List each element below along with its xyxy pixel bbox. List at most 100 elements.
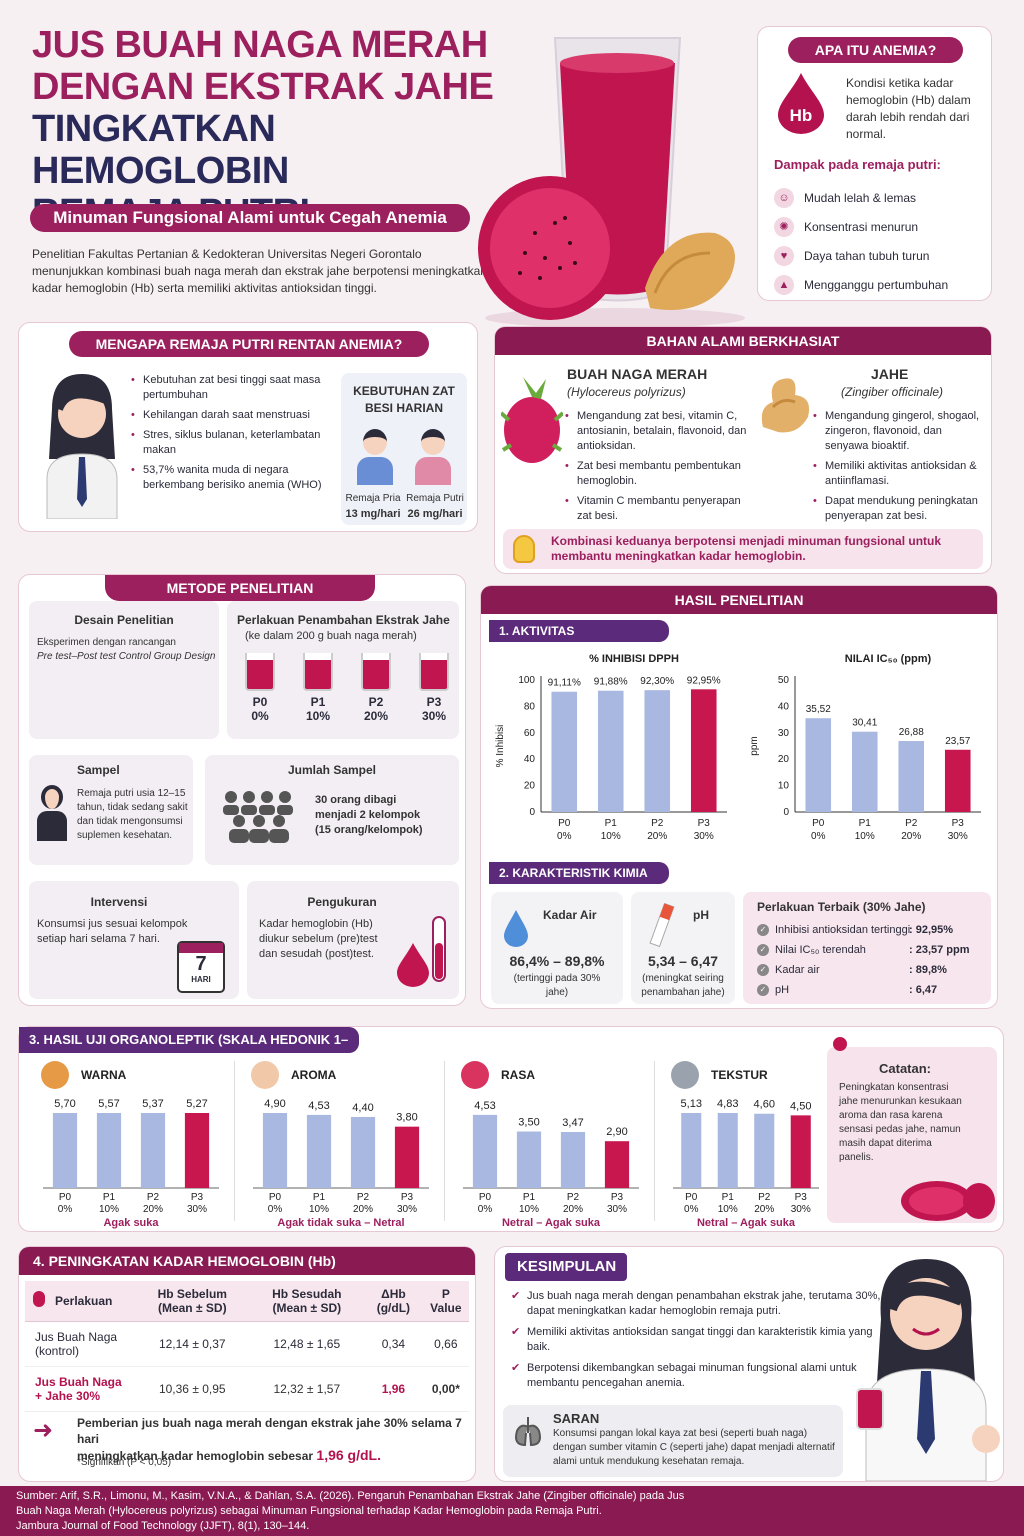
x-tick-label: P0 [479,1192,492,1203]
x-tick-label: 0% [811,831,826,842]
x-tick-label: P2 [147,1192,160,1203]
lightbulb-icon [513,535,535,563]
bar [472,1114,498,1188]
glass-pct: 10% [305,709,331,723]
bar [262,1113,288,1188]
terbaik-key: Kadar air [775,964,820,976]
bar [805,718,832,812]
footer-line-3: Jambura Journal of Food Technology (JJFT… [16,1520,310,1532]
impact-title: Dampak pada remaja putri: [774,157,941,172]
group-people-icon [223,791,293,843]
juice-glass-icon [361,653,391,691]
header-sesudah: Hb Sesudah (Mean ± SD) [249,1281,365,1322]
header-pvalue: P Value [422,1281,469,1322]
chart-title: AROMA [291,1068,337,1082]
ph-strip-icon [649,902,675,948]
jahe-list: Mengandung gingerol, shogaol, zingeron, … [813,409,988,529]
x-tick-label: P1 [859,818,872,829]
impact-item-4: ▲ Mengganggu pertumbuhan [774,270,984,299]
list-item: Zat besi membantu pembentukan hemoglobin… [565,459,750,489]
data-label: 2,90 [606,1126,627,1138]
list-item: Mengandung gingerol, shogaol, zingeron, … [813,409,988,454]
tekstur-chart: TEKSTUR 5,13 P0 0% 4,83 P1 10% 4,60 P2 20% 4,50 P3 3… [659,1055,829,1230]
y-tick-label: 20 [524,781,536,792]
x-tick-label: 20% [901,831,921,842]
blood-drop-icon: Hb [778,73,824,134]
x-tick-label: P1 [722,1192,735,1203]
calendar-label: HARI [191,975,211,984]
rentan-card: MENGAPA REMAJA PUTRI RENTAN ANEMIA? Kebu… [18,322,478,532]
y-axis-label: ppm [749,736,760,755]
warna-chart: WARNA 5,70 P0 0% 5,57 P1 10% 5,37 P2 20% 5,27 P3 30%… [29,1055,229,1230]
brain-icon: ✺ [774,216,794,237]
rentan-list: Kebutuhan zat besi tinggi saat masa pert… [131,373,331,498]
y-axis-label: % Inhibisi [495,725,506,768]
juice-glass-icon [245,653,275,691]
list-item: Vitamin C membantu penyerapan zat besi. [565,494,750,524]
ph-value: 5,34 – 6,47 [647,953,719,969]
x-tick-label: 20% [353,1204,373,1215]
x-tick-label: P1 [605,818,618,829]
water-drop-icon [504,910,528,947]
hasil-card: HASIL PENELITIAN 1. AKTIVITAS ANTIOKSIDA… [480,585,998,1009]
footer-line-1: Sumber: Arif, S.R., Limonu, M., Kasim, V… [16,1490,685,1502]
jumlah-box: Jumlah Sampel 30 orang dibagi menjadi 2 … [205,755,459,865]
hb-title: 4. PENINGKATAN KADAR HEMOGLOBIN (Hb) [19,1247,475,1275]
anemia-title: APA ITU ANEMIA? [788,37,963,63]
x-tick-label: P2 [758,1192,771,1203]
glass-code: P1 [310,695,326,709]
bar [944,749,971,812]
pin-icon [833,1037,847,1051]
terbaik-title: Perlakuan Terbaik (30% Jahe) [757,900,926,914]
sampel-box: Sampel Remaja putri usia 12–15 tahun, ti… [29,755,193,865]
impact-item-2: ✺ Konsentrasi menurun [774,212,984,241]
kadar-air-title: Kadar Air [543,908,597,922]
list-item: Stres, siklus bulanan, keterlambatan mak… [131,428,331,458]
glass-pct: 30% [421,709,447,723]
x-tick-label: P3 [952,818,965,829]
y-tick-label: 40 [524,754,536,765]
footer: Sumber: Arif, S.R., Limonu, M., Kasim, V… [0,1486,1024,1536]
sec2-tab: 2. KARAKTERISTIK KIMIA [489,862,669,884]
bar [717,1113,738,1188]
ginger-icon [761,378,810,433]
bar [350,1116,376,1188]
data-label: 4,53 [474,1100,495,1112]
metode-card: METODE PENELITIAN Desain Penelitian Eksp… [18,574,466,1006]
glass-code: P0 [252,695,268,709]
bar [681,1113,702,1188]
terbaik-box: Perlakuan Terbaik (30% Jahe) ✓ Inhibisi a… [743,892,991,1004]
x-tick-label: P1 [523,1192,536,1203]
naga-list: Mengandung zat besi, vitamin C, antosian… [565,409,750,529]
bar [898,741,925,812]
terbaik-value: : 6,47 [909,984,938,996]
data-label: 4,83 [717,1098,738,1110]
check-circle-icon: ✓ [757,944,769,956]
x-tick-label: 30% [187,1204,207,1215]
glass-p2: P2 20% [351,653,401,735]
terbaik-key: pH [775,984,790,996]
girl-icon [413,429,453,485]
y-tick-label: 0 [529,807,535,818]
organo-icon [251,1061,279,1089]
organo-icon [41,1061,69,1089]
jumlah-text: 30 orang dibagi menjadi 2 kelompok (15 o… [315,794,423,836]
check-circle-icon: ✓ [757,984,769,996]
x-tick-label: P2 [651,818,664,829]
student-girl-icon [35,785,69,841]
bar [690,689,717,812]
x-tick-label: 20% [143,1204,163,1215]
terbaik-item: ✓ Kadar air: 89,8% [757,960,987,980]
bar [140,1113,166,1188]
title-line-1: JUS BUAH NAGA MERAH [32,24,488,66]
list-item: Kehilangan darah saat menstruasi [131,408,331,423]
x-tick-label: 10% [519,1204,539,1215]
check-circle-icon: ✓ [757,964,769,976]
hb-label: Hb [790,106,813,125]
saran-text: Konsumsi pangan lokal kaya zat besi (sep… [553,1428,835,1467]
data-label: 4,53 [308,1100,329,1112]
terbaik-list: ✓ Inhibisi antioksidan tertinggi: 92,95% ✓… [757,920,987,1000]
chart-title: RASA [501,1068,535,1082]
x-tick-label: P2 [357,1192,370,1203]
x-tick-label: 30% [694,831,714,842]
